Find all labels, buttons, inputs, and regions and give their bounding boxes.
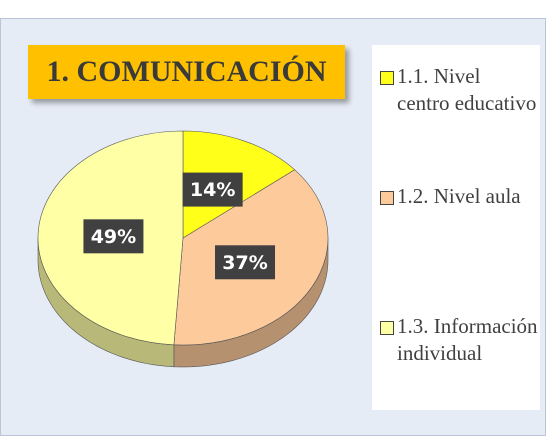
legend: 1.1. Nivel centro educativo 1.2. Nivel au…: [372, 45, 540, 410]
legend-label: 1.1. Nivel centro educativo: [397, 64, 537, 115]
legend-swatch: [380, 321, 394, 335]
chart-title: 1. COMUNICACIÓN: [28, 45, 345, 99]
legend-swatch: [380, 71, 394, 85]
legend-label: 1.3. Información individual: [397, 314, 538, 365]
data-label-box: [182, 172, 243, 207]
data-label: 14%: [190, 179, 235, 201]
legend-item: 1.2. Nivel aula: [380, 183, 538, 210]
data-label-box: [215, 245, 276, 280]
legend-label: 1.2. Nivel aula: [397, 184, 521, 208]
data-label: 49%: [91, 226, 136, 248]
legend-swatch: [380, 191, 394, 205]
data-label-box: [83, 219, 144, 254]
legend-item: 1.1. Nivel centro educativo: [380, 63, 538, 117]
legend-item: 1.3. Información individual: [380, 313, 538, 367]
data-label: 37%: [222, 252, 267, 274]
